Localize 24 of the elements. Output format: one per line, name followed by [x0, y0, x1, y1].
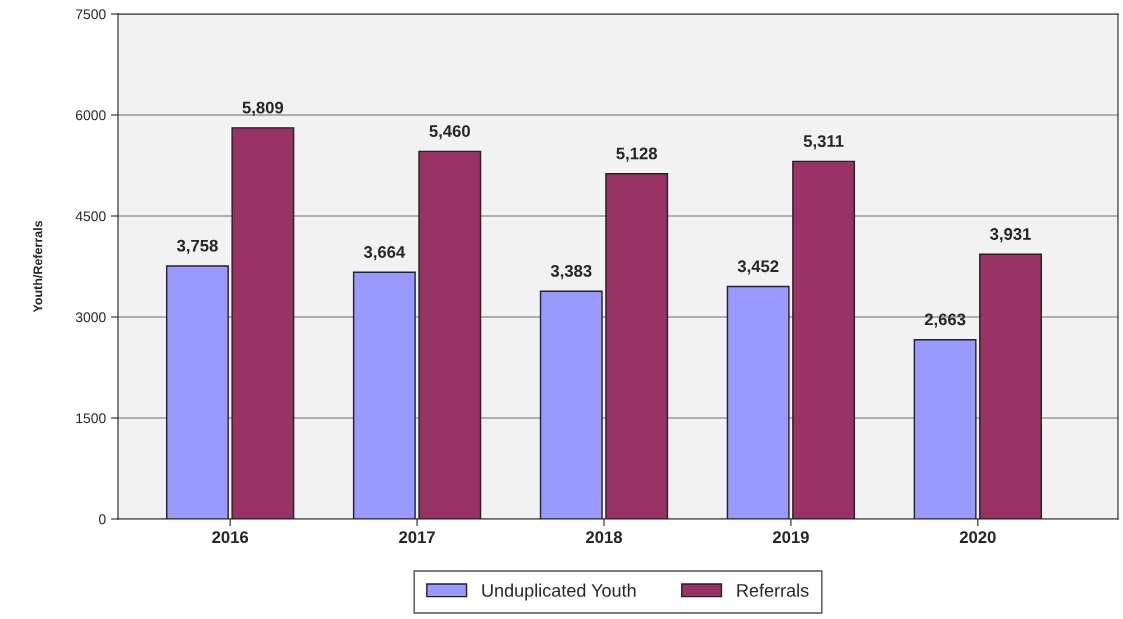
legend-label: Referrals: [737, 583, 809, 597]
y-tick-label: 1500: [76, 413, 106, 424]
data-label: 3,383: [550, 265, 592, 280]
x-tick-label: 2016: [212, 531, 249, 544]
data-label: 5,128: [616, 147, 658, 162]
data-label: 5,311: [803, 135, 844, 150]
x-tick-label: 2018: [586, 531, 623, 544]
data-label: 3,452: [737, 260, 779, 275]
legend-label: Unduplicated Youth: [482, 583, 636, 601]
x-tick-label: 2020: [959, 531, 996, 544]
y-tick-label: 3000: [75, 312, 106, 323]
data-label: 5,809: [242, 101, 284, 116]
data-label: 5,460: [429, 125, 470, 140]
y-tick-label: 0: [99, 514, 106, 525]
data-label: 3,931: [990, 228, 1031, 243]
y-axis-title: Youth/Referrals: [33, 220, 43, 313]
y-tick-label: 4500: [75, 211, 106, 222]
data-label: 3,664: [363, 246, 406, 261]
x-tick-label: 2017: [399, 531, 435, 544]
x-tick-label: 2019: [772, 531, 809, 544]
data-label: 2,663: [924, 313, 966, 328]
y-tick-label: 6000: [76, 110, 106, 121]
data-label: 3,758: [176, 239, 218, 254]
y-tick-label: 7500: [76, 9, 106, 20]
